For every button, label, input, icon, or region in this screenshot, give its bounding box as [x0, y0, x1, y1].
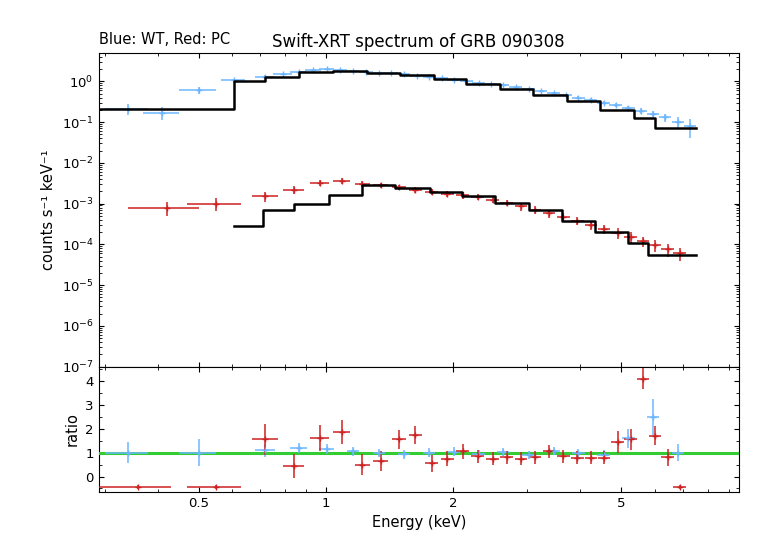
Title: Swift-XRT spectrum of GRB 090308: Swift-XRT spectrum of GRB 090308: [272, 33, 565, 51]
Text: Blue: WT, Red: PC: Blue: WT, Red: PC: [99, 32, 230, 47]
Y-axis label: ratio: ratio: [64, 413, 80, 446]
Y-axis label: counts s⁻¹ keV⁻¹: counts s⁻¹ keV⁻¹: [41, 150, 56, 270]
X-axis label: Energy (keV): Energy (keV): [371, 515, 466, 530]
